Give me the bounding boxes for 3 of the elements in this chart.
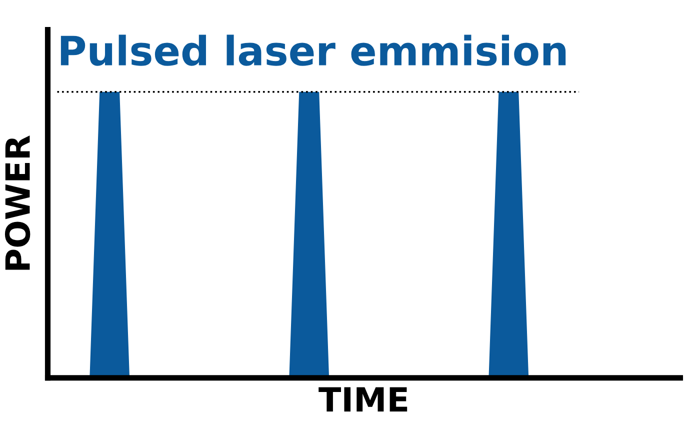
y-axis-title: POWER: [4, 136, 30, 270]
x-axis-title: TIME: [318, 387, 408, 412]
chart-title: Pulsed laser emmision: [60, 34, 566, 66]
